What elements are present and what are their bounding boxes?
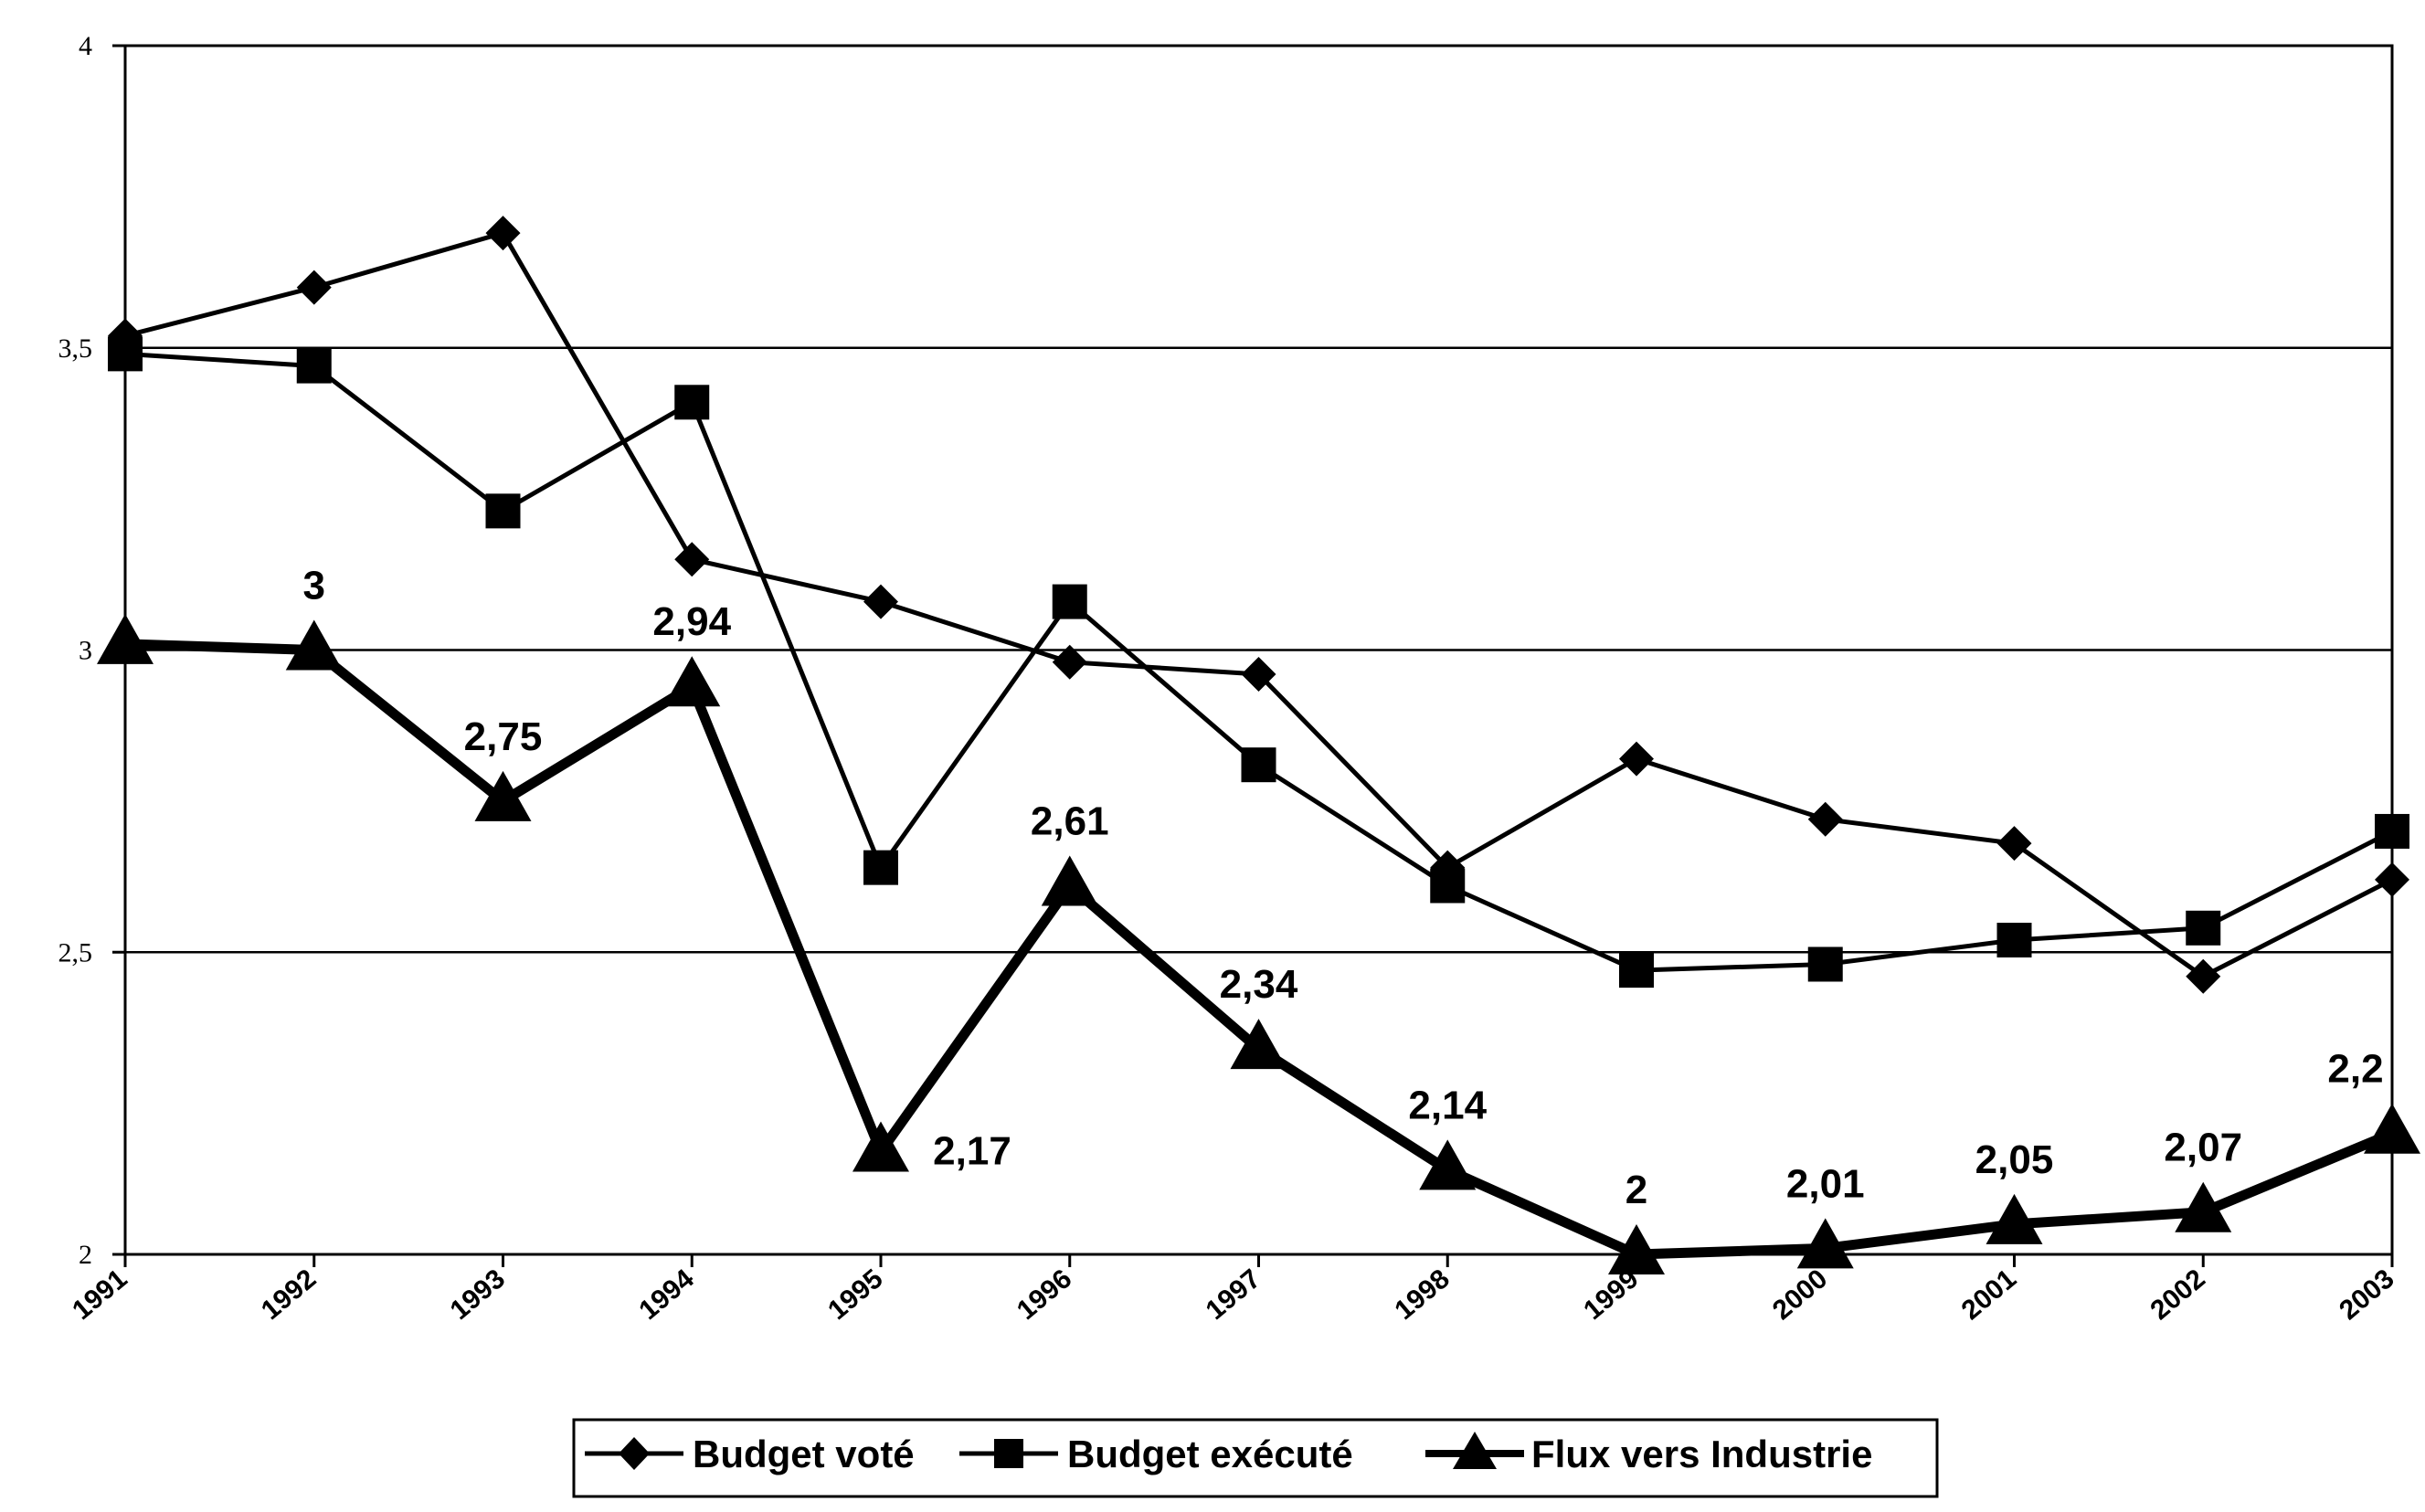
square-point [1807,946,1843,982]
legend-label-budget-execute: Budget exécuté [1067,1433,1353,1475]
y-tick-label: 4 [79,31,92,61]
diamond-point [674,542,710,577]
series [97,216,2420,1274]
series-2 [108,336,2409,989]
triangle-point [852,1121,909,1172]
data-label: 2,17 [933,1129,1011,1174]
square-point [296,348,332,384]
legend-box [572,1418,1939,1498]
square-point [108,336,143,372]
diamond-point [1241,656,1276,692]
data-label: 2,94 [652,599,731,644]
square-point [1996,923,2032,958]
square-point [485,493,521,529]
data-labels: 3 2,75 2,94 2,17 2,61 2,34 2,14 2 2,01 2,05 2,07 2,… [303,564,2384,1213]
y-tick-label: 2,5 [58,937,93,967]
triangle-point [663,656,721,707]
square-point [2186,910,2221,946]
data-label: 2 [1625,1168,1647,1212]
square-point [1241,747,1276,783]
triangle-point [2364,1103,2420,1154]
data-label: 2,01 [1786,1161,1865,1206]
diamond-point [863,584,898,619]
legend-label-flux-industrie: Flux vers Industrie [1531,1433,1872,1475]
square-point [863,850,898,885]
triangle-point [1986,1193,2043,1244]
diamond-point [1807,801,1843,837]
data-label: 2,34 [1220,962,1298,1007]
triangle-point [474,770,532,821]
triangle-point [2175,1181,2232,1232]
triangle-point [1608,1224,1665,1274]
triangle-point [1796,1218,1854,1269]
triangle-point [285,619,343,671]
y-tick-label: 3,5 [58,333,93,364]
square-point [1052,584,1087,619]
triangle-point [1041,855,1098,906]
diamond-point [1052,644,1087,680]
square-point [1619,953,1654,989]
triangle-point [1230,1019,1287,1070]
y-tick-label: 2 [79,1240,92,1270]
square-point [2375,813,2409,849]
triangle-point [1419,1139,1477,1190]
diamond-point [2186,958,2221,994]
legend-square-marker-icon [994,1439,1023,1468]
data-label: 3 [303,564,325,608]
data-label: 2,05 [1975,1137,2054,1182]
legend-diamond-marker-icon [619,1437,650,1470]
triangle-point [97,613,154,664]
legend-label-budget-vote: Budget voté [693,1433,915,1475]
data-label: 2,07 [2164,1126,2242,1170]
diamond-point [296,270,332,305]
data-label: 2,2 [2327,1047,2383,1092]
series-3 [97,613,2420,1274]
data-label: 2,61 [1031,798,1109,843]
y-tick-label: 3 [79,636,92,666]
diamond-point [485,216,521,251]
diamond-point [2375,862,2409,897]
square-point [1430,868,1466,904]
legend: Budget voté Budget exécuté Flux vers Ind… [572,1418,1939,1498]
legend-triangle-marker-icon [1453,1432,1497,1469]
data-label: 2,75 [464,714,543,759]
diamond-point [1996,826,2032,862]
data-label: 2,14 [1408,1083,1487,1127]
square-point [674,385,710,420]
diamond-point [1619,741,1654,777]
